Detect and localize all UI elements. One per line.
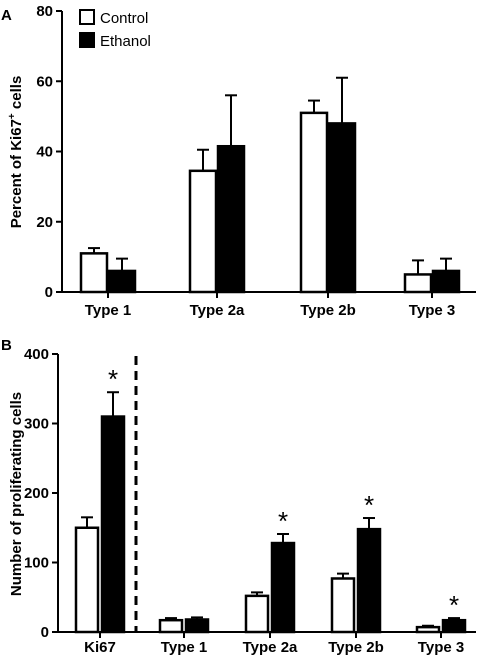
legend-label-control: Control (100, 10, 148, 27)
legend-label-ethanol: Ethanol (100, 33, 151, 50)
bar-control-type-2a (188, 169, 218, 294)
x-tick-label-type-3: Type 3 (418, 639, 464, 656)
y-tick-label: 400 (24, 346, 49, 363)
bar-control-type-1 (79, 252, 109, 294)
y-tick-label: 0 (41, 624, 49, 641)
panel-b-label: B (1, 337, 12, 354)
x-tick-label-type-3: Type 3 (409, 302, 455, 319)
x-tick-label-type-1: Type 1 (161, 639, 207, 656)
legend: Control Ethanol (79, 9, 151, 50)
panel-b-annotations: * * * * (108, 364, 459, 620)
y-tick-label: 100 (24, 555, 49, 572)
y-tick-label: 200 (24, 485, 49, 502)
bar-ethanol-type-1 (107, 269, 137, 294)
bar-control-ki67 (74, 526, 100, 634)
significance-marker-type-2a: * (278, 506, 288, 536)
panel-b-y-axis-label: Number of proliferating cells (8, 392, 25, 596)
bar-control-type-1 (158, 618, 184, 634)
y-tick-label: 300 (24, 416, 49, 433)
bar-ethanol-ki67 (100, 415, 126, 634)
bar-ethanol-type-3 (431, 269, 461, 294)
y-tick-label: 0 (45, 284, 53, 301)
panel-b-y-ticks: 0 100 200 300 400 (24, 346, 58, 641)
y-tick-label: 60 (36, 73, 53, 90)
panel-a-x-labels: Type 1 Type 2a Type 2b Type 3 (85, 292, 455, 319)
bar-ethanol-type-3 (441, 618, 467, 634)
bar-ethanol-type-1 (184, 618, 210, 634)
bar-control-type-2a (244, 594, 270, 634)
panel-a-label: A (1, 7, 12, 24)
y-tick-label: 20 (36, 214, 53, 231)
significance-marker-ki67: * (108, 364, 118, 394)
bar-control-type-3 (415, 625, 441, 634)
bar-ethanol-type-2a (216, 144, 246, 294)
y-tick-label: 80 (36, 3, 53, 20)
y-tick-label: 40 (36, 144, 53, 161)
panel-b-x-labels: Ki67 Type 1 Type 2a Type 2b Type 3 (84, 632, 464, 656)
bar-control-type-3 (403, 273, 433, 294)
significance-marker-type-3: * (449, 590, 459, 620)
bar-ethanol-type-2a (270, 541, 296, 634)
bar-control-type-2b (330, 577, 356, 634)
legend-swatch-ethanol (79, 32, 95, 48)
legend-swatch-control (79, 9, 95, 25)
panel-b-bars (74, 391, 467, 634)
significance-marker-type-2b: * (364, 490, 374, 520)
panel-a-bars (79, 76, 461, 294)
x-tick-label-type-1: Type 1 (85, 302, 131, 319)
panel-a-y-axis-label: Percent of Ki67+ cells (7, 76, 25, 229)
x-tick-label-ki67: Ki67 (84, 639, 116, 656)
bar-ethanol-type-2b (327, 122, 357, 294)
bar-control-type-2b (299, 111, 329, 294)
panel-a-y-ticks: 0 20 40 60 80 (36, 3, 62, 301)
panel-b: B Number of proliferating cells 0 100 200 3… (1, 337, 476, 656)
x-tick-label-type-2a: Type 2a (243, 639, 298, 656)
x-tick-label-type-2b: Type 2b (300, 302, 356, 319)
x-tick-label-type-2b: Type 2b (328, 639, 384, 656)
panel-a: A Percent of Ki67+ cells 0 20 40 60 80 Type … (1, 3, 476, 319)
x-tick-label-type-2a: Type 2a (190, 302, 245, 319)
bar-ethanol-type-2b (356, 527, 382, 634)
